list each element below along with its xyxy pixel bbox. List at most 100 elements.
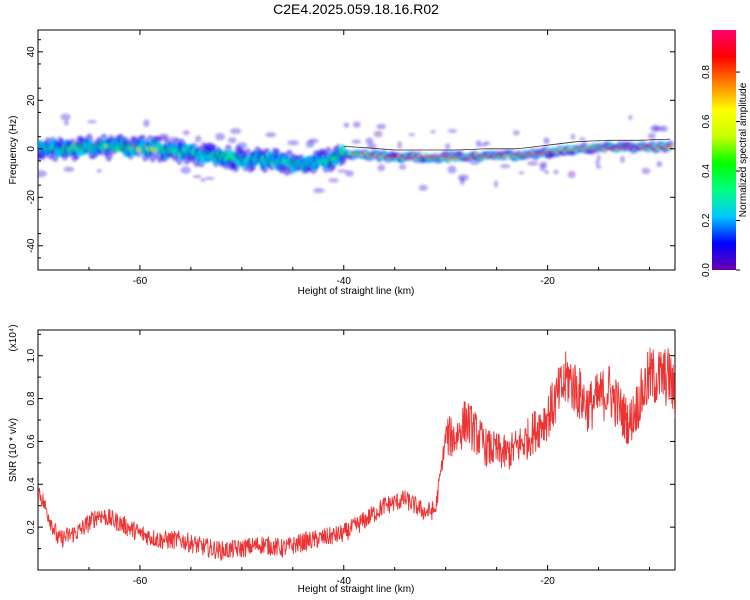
spectrogram-outlier: [64, 119, 69, 126]
spectrogram-outlier: [200, 178, 206, 182]
colorbar-label: Normalized spectral amplitude: [738, 82, 749, 217]
y-tick-label: -40: [26, 238, 37, 253]
spectrogram-outlier: [543, 137, 550, 145]
spectrogram-outlier: [526, 161, 539, 166]
spectrogram-outlier: [343, 122, 350, 128]
spectrogram-outlier: [38, 170, 47, 178]
spectrogram-outlier: [653, 126, 664, 132]
spectrogram-outlier: [544, 170, 549, 175]
spectrogram-outlier: [512, 130, 520, 136]
spectrogram-outlier: [459, 177, 465, 185]
spectrogram-panel: -60 -40 -20 -40 -20 0 20 40 Height of straight…: [8, 29, 676, 297]
snr-frame: [37, 329, 676, 571]
spectrogram-outlier: [570, 133, 576, 140]
spectrogram-outlier: [656, 161, 663, 168]
spectrogram-outlier: [647, 132, 656, 140]
spectrogram-outlier: [620, 155, 625, 164]
spectrogram-outlier: [579, 137, 586, 141]
spectrogram-outlier: [215, 132, 225, 141]
spectrogram-outlier: [143, 119, 150, 128]
spectrogram-outlier: [660, 125, 669, 132]
colorbar-tick-label: 0.8: [701, 65, 712, 79]
spectrogram-outlier: [352, 121, 361, 128]
spectrogram-outlier: [567, 170, 576, 179]
spectrogram-outlier: [518, 171, 525, 175]
y-tick-label: 0.8: [26, 391, 37, 405]
spectrogram-outlier: [158, 133, 170, 140]
spectrogram-outlier: [305, 140, 315, 148]
spectrogram-outlier: [430, 130, 436, 134]
x-tick-label: -20: [540, 576, 555, 587]
snr-y-multiplier: (x10⁴): [8, 324, 19, 351]
snr-series-line: [38, 347, 675, 562]
spectrogram-outlier: [351, 139, 362, 144]
snr-x-ticks: -60 -40 -20: [37, 330, 651, 587]
y-tick-label: 0: [26, 146, 37, 152]
y-tick-label: 0.6: [26, 434, 37, 448]
spectrogram-outlier: [373, 130, 383, 138]
snr-y-ticks: 0.2 0.4 0.6 0.8 1.0: [26, 333, 675, 550]
spectrogram-outlier: [96, 169, 102, 173]
spectrogram-outlier: [194, 135, 202, 143]
spectrogram-outlier: [229, 128, 242, 135]
spectrogram-outlier: [376, 123, 387, 130]
spectrogram-outlier: [313, 187, 325, 194]
spectrogram-band-edge: [343, 138, 670, 151]
spectrogram-outlier: [377, 164, 386, 172]
y-tick-label: 1.0: [26, 348, 37, 362]
spectrogram-blobs: [38, 113, 674, 194]
spectrogram-outlier: [628, 115, 633, 121]
spectrogram-outlier: [227, 137, 237, 144]
spectrogram-x-label: Height of straight line (km): [298, 286, 415, 297]
spectrogram-outlier: [328, 178, 339, 183]
spectrogram-outlier: [641, 167, 651, 175]
y-tick-label: -20: [26, 190, 37, 205]
spectrogram-outlier: [180, 166, 191, 174]
spectrogram-x-ticks: -60 -40 -20: [37, 30, 651, 287]
spectrogram-outlier: [447, 129, 458, 133]
spectrogram-marks: [38, 113, 674, 194]
spectrogram-outlier: [63, 166, 75, 172]
spectrogram-outlier: [337, 169, 348, 173]
spectrogram-outlier: [539, 163, 547, 172]
y-tick-label: 0.4: [26, 477, 37, 491]
figure-title: C2E4.2025.059.18.16.R02: [273, 1, 439, 17]
spectrogram-outlier: [87, 120, 97, 124]
colorbar-tick-label: 0.6: [701, 114, 712, 128]
spectrogram-outlier: [596, 164, 602, 169]
snr-y-label: SNR (10 * v/v): [8, 418, 19, 482]
x-tick-label: -60: [133, 276, 148, 287]
y-tick-label: 0.2: [26, 520, 37, 534]
x-tick-label: -60: [133, 576, 148, 587]
spectrogram-y-label: Frequency (Hz): [8, 116, 19, 185]
spectrogram-outlier: [265, 132, 277, 138]
spectrogram-outlier: [204, 176, 215, 180]
spectrogram-outlier: [553, 169, 559, 175]
spectrogram-outlier: [596, 154, 601, 161]
spectrogram-outlier: [445, 143, 451, 151]
spectrogram-y-ticks: -40 -20 0 20 40: [26, 39, 675, 259]
y-tick-label: 20: [26, 94, 37, 106]
spectrogram-outlier: [397, 141, 402, 149]
colorbar-tick-label: 0.2: [701, 213, 712, 227]
y-tick-label: 40: [26, 46, 37, 58]
spectrogram-outlier: [365, 137, 374, 145]
spectrogram-outlier: [287, 139, 299, 146]
spectrogram-outlier: [595, 160, 600, 166]
spectrogram-outlier: [479, 143, 487, 147]
snr-x-label: Height of straight line (km): [298, 584, 415, 595]
snr-panel: -60 -40 -20 0.2 0.4 0.6 0.8 1.0 Height of stra…: [8, 324, 676, 595]
colorbar: 0.0 0.2 0.4 0.6 0.8 Normalized spectral ampl…: [701, 30, 749, 277]
spectrogram-outlier: [408, 133, 416, 137]
colorbar-tick-label: 0.4: [701, 164, 712, 178]
x-tick-label: -40: [337, 576, 352, 587]
x-tick-label: -20: [540, 276, 555, 287]
spectrogram-outlier: [475, 139, 482, 148]
spectrogram-outlier: [469, 160, 480, 165]
colorbar-ticks: 0.0 0.2 0.4 0.6 0.8: [701, 65, 740, 277]
spectrogram-outlier: [182, 130, 190, 136]
spectrogram-outlier: [493, 180, 499, 188]
spectrogram-outlier: [60, 113, 71, 121]
colorbar-tick-label: 0.0: [701, 263, 712, 277]
spectrogram-outlier: [447, 165, 457, 174]
